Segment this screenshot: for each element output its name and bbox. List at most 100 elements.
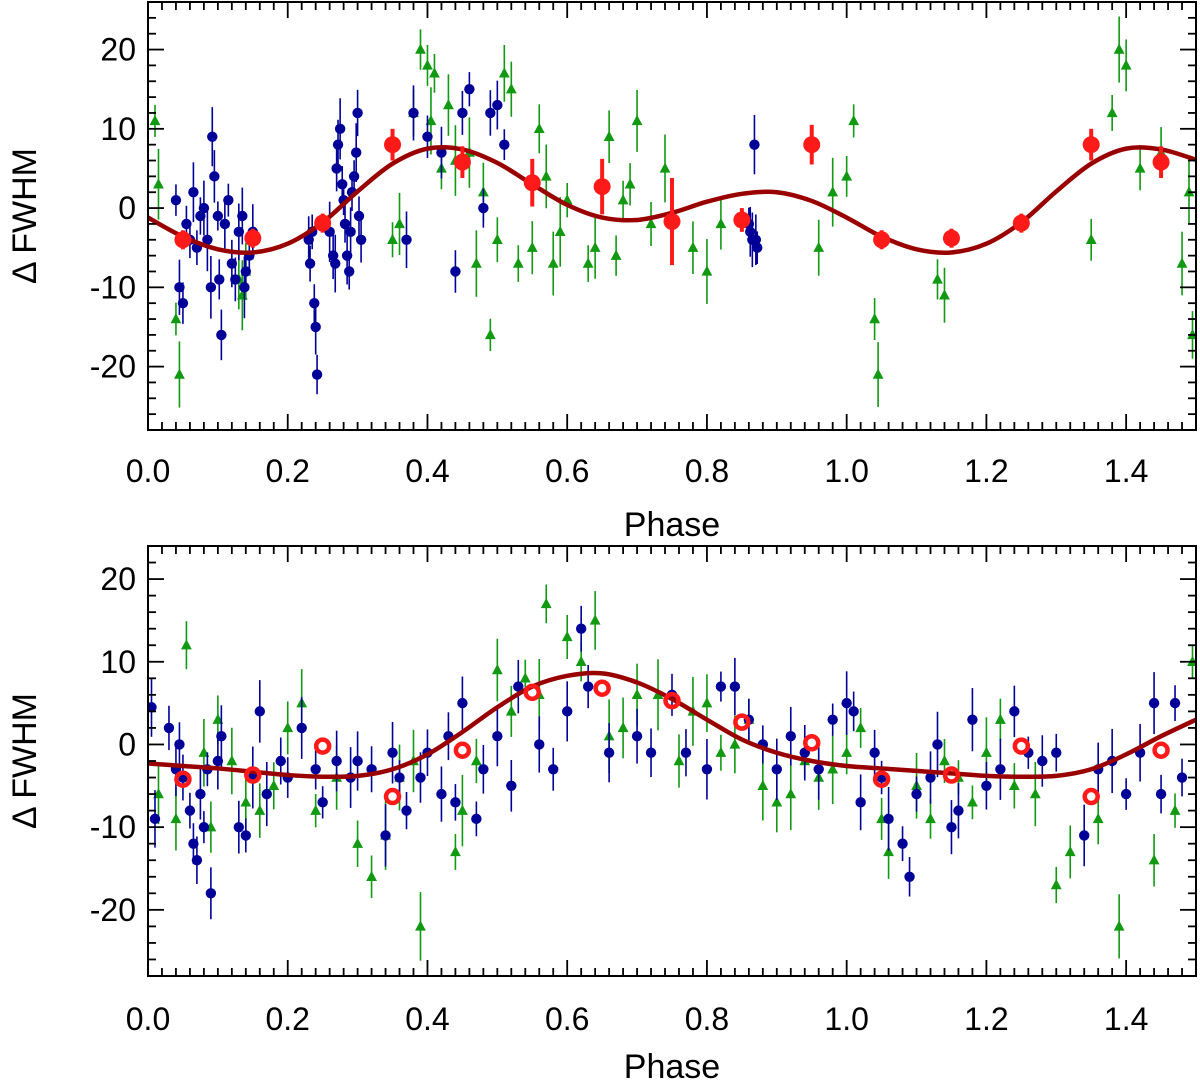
blue-circle-marker xyxy=(188,187,199,198)
green-triangle-marker xyxy=(181,639,192,650)
blue-circle-marker xyxy=(310,321,321,333)
red-filled-circle-marker xyxy=(384,136,402,154)
x-tick-label: 0.0 xyxy=(126,453,170,489)
blue-data-point xyxy=(331,730,342,792)
green-triangle-marker xyxy=(1120,59,1132,70)
green-triangle-marker xyxy=(785,788,797,799)
blue-data-point xyxy=(198,180,210,236)
blue-circle-marker xyxy=(422,131,433,142)
red-filled-circle-marker xyxy=(523,174,541,192)
red-open-circle-marker xyxy=(313,737,332,755)
y-tick-label: -20 xyxy=(90,892,136,928)
binned-red-point xyxy=(1082,128,1100,161)
green-data-point xyxy=(429,53,440,93)
binned-red-point xyxy=(1152,146,1170,178)
x-tick-label: 0.6 xyxy=(545,453,589,489)
blue-circle-marker xyxy=(240,830,252,841)
x-tick-label: 0.2 xyxy=(265,453,309,489)
blue-data-point xyxy=(513,659,524,714)
green-data-point xyxy=(869,298,881,340)
green-triangle-marker xyxy=(617,721,629,733)
plot-area xyxy=(148,584,1196,961)
green-triangle-marker xyxy=(491,233,503,244)
green-data-point xyxy=(457,774,468,847)
red-open-circle-marker xyxy=(872,770,891,788)
green-triangle-marker xyxy=(498,67,510,78)
blue-data-point xyxy=(848,691,859,732)
blue-circle-marker xyxy=(701,764,713,775)
blue-data-point xyxy=(334,98,346,160)
blue-data-point xyxy=(1079,804,1090,867)
blue-data-point xyxy=(876,760,887,795)
green-triangle-marker xyxy=(1064,845,1076,857)
green-triangle-marker xyxy=(729,738,741,749)
green-triangle-marker xyxy=(443,99,454,110)
blue-circle-marker xyxy=(345,226,356,238)
green-data-point xyxy=(268,762,280,810)
green-data-point xyxy=(470,230,482,297)
green-triangle-marker xyxy=(512,257,524,268)
blue-circle-marker xyxy=(457,107,468,119)
blue-circle-marker xyxy=(212,210,224,222)
green-data-point xyxy=(827,734,839,805)
blue-circle-marker xyxy=(331,163,342,174)
y-tick-label: 10 xyxy=(100,644,136,680)
green-data-point xyxy=(1085,218,1097,261)
blue-data-point xyxy=(408,85,419,141)
blue-circle-marker xyxy=(932,739,943,750)
blue-data-point xyxy=(904,857,915,897)
blue-data-point xyxy=(841,671,852,735)
red-filled-circle-marker xyxy=(1012,214,1030,232)
binned-red-point xyxy=(593,158,611,215)
green-data-point xyxy=(967,785,978,820)
green-data-point xyxy=(617,180,629,220)
blue-circle-marker xyxy=(149,813,161,825)
green-triangle-marker xyxy=(554,225,566,237)
blue-data-point xyxy=(209,150,220,203)
blue-data-point xyxy=(478,744,489,794)
red-open-circle-marker xyxy=(1082,787,1100,806)
y-axis-title: Δ FWHM xyxy=(6,148,44,284)
blue-data-point xyxy=(352,89,363,137)
y-tick-label: 10 xyxy=(100,111,136,147)
green-data-point xyxy=(1008,763,1020,809)
y-tick-label: 20 xyxy=(100,32,136,68)
blue-data-point xyxy=(701,739,713,800)
green-data-point xyxy=(505,61,517,117)
red-filled-circle-marker xyxy=(733,211,751,229)
green-triangle-marker xyxy=(519,672,531,683)
blue-data-point xyxy=(534,716,545,773)
binned-red-point xyxy=(1082,787,1100,806)
blue-circle-marker xyxy=(380,830,391,841)
red-filled-circle-marker xyxy=(174,231,192,249)
green-triangle-marker xyxy=(505,705,517,716)
green-triangle-marker xyxy=(631,688,643,700)
blue-circle-marker xyxy=(603,747,615,758)
blue-data-point xyxy=(932,711,943,778)
blue-circle-marker xyxy=(813,764,824,775)
blue-data-point xyxy=(311,354,323,395)
red-open-circle-marker xyxy=(174,770,192,788)
green-data-point xyxy=(450,834,461,870)
blue-circle-marker xyxy=(897,838,908,849)
blue-data-point xyxy=(177,282,189,324)
green-triangle-marker xyxy=(366,870,377,881)
blue-circle-marker xyxy=(355,234,367,245)
blue-circle-marker xyxy=(209,171,220,182)
blue-circle-marker xyxy=(1037,755,1048,767)
green-triangle-marker xyxy=(505,83,517,94)
blue-circle-marker xyxy=(261,788,272,800)
binned-red-point xyxy=(384,128,402,161)
green-data-point xyxy=(813,219,825,276)
blue-data-point xyxy=(317,786,328,819)
green-triangle-marker xyxy=(415,43,426,54)
green-data-point xyxy=(540,144,552,209)
blue-circle-marker xyxy=(408,107,419,119)
blue-circle-marker xyxy=(181,218,192,230)
green-triangle-marker xyxy=(883,845,894,857)
blue-data-point xyxy=(897,826,908,862)
blue-data-point xyxy=(355,216,367,263)
blue-circle-marker xyxy=(562,706,573,717)
green-triangle-marker xyxy=(1148,854,1160,865)
